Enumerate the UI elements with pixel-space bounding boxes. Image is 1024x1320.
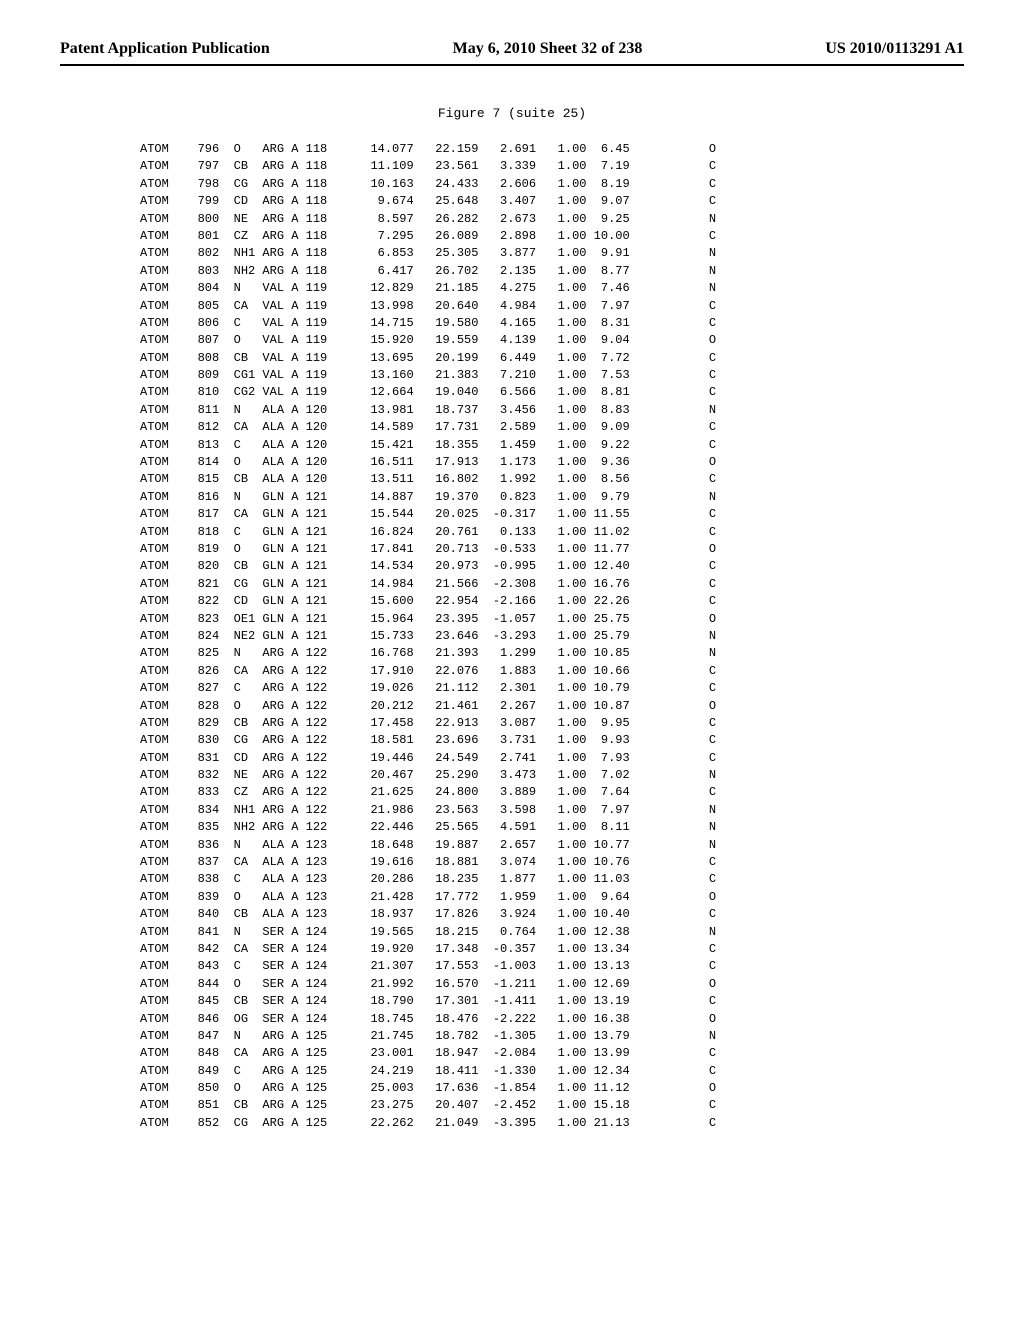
table-row: ATOM 811 N ALA A 120 13.981 18.737 3.456… bbox=[140, 402, 964, 419]
table-row: ATOM 810 CG2 VAL A 119 12.664 19.040 6.5… bbox=[140, 384, 964, 401]
page-header: Patent Application Publication May 6, 20… bbox=[60, 40, 964, 66]
table-row: ATOM 818 C GLN A 121 16.824 20.761 0.133… bbox=[140, 524, 964, 541]
table-row: ATOM 826 CA ARG A 122 17.910 22.076 1.88… bbox=[140, 663, 964, 680]
table-row: ATOM 808 CB VAL A 119 13.695 20.199 6.44… bbox=[140, 350, 964, 367]
table-row: ATOM 842 CA SER A 124 19.920 17.348 -0.3… bbox=[140, 941, 964, 958]
table-row: ATOM 848 CA ARG A 125 23.001 18.947 -2.0… bbox=[140, 1045, 964, 1062]
table-row: ATOM 838 C ALA A 123 20.286 18.235 1.877… bbox=[140, 871, 964, 888]
table-row: ATOM 800 NE ARG A 118 8.597 26.282 2.673… bbox=[140, 211, 964, 228]
table-row: ATOM 846 OG SER A 124 18.745 18.476 -2.2… bbox=[140, 1011, 964, 1028]
table-row: ATOM 821 CG GLN A 121 14.984 21.566 -2.3… bbox=[140, 576, 964, 593]
table-row: ATOM 844 O SER A 124 21.992 16.570 -1.21… bbox=[140, 976, 964, 993]
table-row: ATOM 835 NH2 ARG A 122 22.446 25.565 4.5… bbox=[140, 819, 964, 836]
header-right: US 2010/0113291 A1 bbox=[825, 40, 964, 58]
table-row: ATOM 825 N ARG A 122 16.768 21.393 1.299… bbox=[140, 645, 964, 662]
table-row: ATOM 813 C ALA A 120 15.421 18.355 1.459… bbox=[140, 437, 964, 454]
header-left: Patent Application Publication bbox=[60, 40, 270, 58]
table-row: ATOM 809 CG1 VAL A 119 13.160 21.383 7.2… bbox=[140, 367, 964, 384]
table-row: ATOM 822 CD GLN A 121 15.600 22.954 -2.1… bbox=[140, 593, 964, 610]
table-row: ATOM 823 OE1 GLN A 121 15.964 23.395 -1.… bbox=[140, 611, 964, 628]
table-row: ATOM 799 CD ARG A 118 9.674 25.648 3.407… bbox=[140, 193, 964, 210]
table-row: ATOM 831 CD ARG A 122 19.446 24.549 2.74… bbox=[140, 750, 964, 767]
table-row: ATOM 852 CG ARG A 125 22.262 21.049 -3.3… bbox=[140, 1115, 964, 1132]
table-row: ATOM 847 N ARG A 125 21.745 18.782 -1.30… bbox=[140, 1028, 964, 1045]
table-row: ATOM 832 NE ARG A 122 20.467 25.290 3.47… bbox=[140, 767, 964, 784]
table-row: ATOM 802 NH1 ARG A 118 6.853 25.305 3.87… bbox=[140, 245, 964, 262]
atom-data-table: ATOM 796 O ARG A 118 14.077 22.159 2.691… bbox=[140, 141, 964, 1132]
table-row: ATOM 801 CZ ARG A 118 7.295 26.089 2.898… bbox=[140, 228, 964, 245]
table-row: ATOM 828 O ARG A 122 20.212 21.461 2.267… bbox=[140, 698, 964, 715]
table-row: ATOM 797 CB ARG A 118 11.109 23.561 3.33… bbox=[140, 158, 964, 175]
table-row: ATOM 803 NH2 ARG A 118 6.417 26.702 2.13… bbox=[140, 263, 964, 280]
header-center: May 6, 2010 Sheet 32 of 238 bbox=[453, 40, 643, 58]
table-row: ATOM 849 C ARG A 125 24.219 18.411 -1.33… bbox=[140, 1063, 964, 1080]
table-row: ATOM 817 CA GLN A 121 15.544 20.025 -0.3… bbox=[140, 506, 964, 523]
table-row: ATOM 841 N SER A 124 19.565 18.215 0.764… bbox=[140, 924, 964, 941]
table-row: ATOM 843 C SER A 124 21.307 17.553 -1.00… bbox=[140, 958, 964, 975]
table-row: ATOM 798 CG ARG A 118 10.163 24.433 2.60… bbox=[140, 176, 964, 193]
table-row: ATOM 820 CB GLN A 121 14.534 20.973 -0.9… bbox=[140, 558, 964, 575]
table-row: ATOM 834 NH1 ARG A 122 21.986 23.563 3.5… bbox=[140, 802, 964, 819]
table-row: ATOM 812 CA ALA A 120 14.589 17.731 2.58… bbox=[140, 419, 964, 436]
figure-title: Figure 7 (suite 25) bbox=[60, 106, 964, 121]
table-row: ATOM 830 CG ARG A 122 18.581 23.696 3.73… bbox=[140, 732, 964, 749]
table-row: ATOM 839 O ALA A 123 21.428 17.772 1.959… bbox=[140, 889, 964, 906]
table-row: ATOM 806 C VAL A 119 14.715 19.580 4.165… bbox=[140, 315, 964, 332]
table-row: ATOM 837 CA ALA A 123 19.616 18.881 3.07… bbox=[140, 854, 964, 871]
table-row: ATOM 840 CB ALA A 123 18.937 17.826 3.92… bbox=[140, 906, 964, 923]
table-row: ATOM 850 O ARG A 125 25.003 17.636 -1.85… bbox=[140, 1080, 964, 1097]
table-row: ATOM 851 CB ARG A 125 23.275 20.407 -2.4… bbox=[140, 1097, 964, 1114]
table-row: ATOM 805 CA VAL A 119 13.998 20.640 4.98… bbox=[140, 298, 964, 315]
table-row: ATOM 804 N VAL A 119 12.829 21.185 4.275… bbox=[140, 280, 964, 297]
table-row: ATOM 827 C ARG A 122 19.026 21.112 2.301… bbox=[140, 680, 964, 697]
table-row: ATOM 814 O ALA A 120 16.511 17.913 1.173… bbox=[140, 454, 964, 471]
table-row: ATOM 836 N ALA A 123 18.648 19.887 2.657… bbox=[140, 837, 964, 854]
table-row: ATOM 845 CB SER A 124 18.790 17.301 -1.4… bbox=[140, 993, 964, 1010]
table-row: ATOM 796 O ARG A 118 14.077 22.159 2.691… bbox=[140, 141, 964, 158]
table-row: ATOM 819 O GLN A 121 17.841 20.713 -0.53… bbox=[140, 541, 964, 558]
page: Patent Application Publication May 6, 20… bbox=[0, 0, 1024, 1320]
table-row: ATOM 816 N GLN A 121 14.887 19.370 0.823… bbox=[140, 489, 964, 506]
table-row: ATOM 807 O VAL A 119 15.920 19.559 4.139… bbox=[140, 332, 964, 349]
table-row: ATOM 824 NE2 GLN A 121 15.733 23.646 -3.… bbox=[140, 628, 964, 645]
table-row: ATOM 829 CB ARG A 122 17.458 22.913 3.08… bbox=[140, 715, 964, 732]
table-row: ATOM 815 CB ALA A 120 13.511 16.802 1.99… bbox=[140, 471, 964, 488]
table-row: ATOM 833 CZ ARG A 122 21.625 24.800 3.88… bbox=[140, 784, 964, 801]
